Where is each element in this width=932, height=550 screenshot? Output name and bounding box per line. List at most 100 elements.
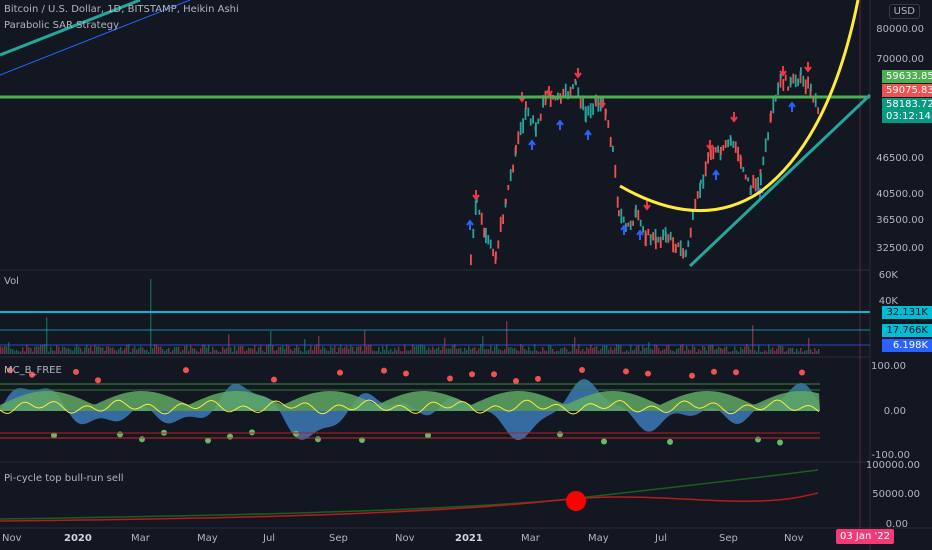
volume-bar (68, 347, 70, 354)
volume-bar (170, 351, 172, 354)
volume-bar (264, 351, 266, 354)
volume-bar (310, 345, 312, 354)
symbol-title[interactable]: Bitcoin / U.S. Dollar, 1D, BITSTAMP, Hei… (4, 4, 239, 15)
volume-bar (128, 344, 130, 354)
volume-bar (772, 347, 774, 354)
volume-bar (286, 344, 288, 354)
candle (585, 106, 587, 123)
candle (529, 118, 532, 126)
volume-bar (38, 346, 40, 354)
candle (572, 84, 574, 89)
volume-bar (276, 349, 278, 354)
volume-bar (284, 348, 286, 354)
volume-bar (352, 346, 354, 354)
time-tick: Mar (131, 533, 150, 544)
candle (790, 77, 792, 85)
sar-sell-arrow[interactable] (545, 86, 553, 97)
price-pane[interactable] (466, 62, 819, 266)
volume-bar (446, 348, 448, 354)
candle (714, 147, 717, 153)
parabolic-curve[interactable] (619, 0, 860, 213)
volume-bar (628, 351, 630, 354)
volume-bar (80, 348, 82, 354)
sar-sell-arrow[interactable] (706, 140, 714, 151)
volume-bar (336, 352, 338, 354)
volume-bar (78, 346, 80, 354)
volume-bar (512, 348, 514, 354)
volume-bar (282, 345, 284, 354)
volume-bar (426, 350, 428, 354)
sar-buy-arrow[interactable] (466, 219, 474, 230)
volume-bar (440, 349, 442, 354)
volume-pane[interactable] (0, 279, 820, 354)
volume-bar (406, 350, 408, 354)
volume-bar (12, 349, 14, 354)
picycle-tick: 0.00 (885, 519, 908, 530)
old-trend-line-blue[interactable] (0, 0, 191, 76)
pi-cycle-red-ma[interactable] (0, 492, 819, 522)
sar-sell-arrow[interactable] (730, 112, 738, 123)
volume-bar (372, 350, 374, 354)
oscillator-title[interactable]: MC_B_FREE (4, 365, 62, 376)
candle (770, 110, 772, 121)
volume-bar (164, 351, 166, 354)
sar-sell-arrow[interactable] (574, 68, 582, 79)
volume-bar (116, 351, 118, 354)
volume-bar (88, 347, 90, 354)
volume-bar (568, 351, 570, 354)
volume-bar (726, 346, 728, 354)
volume-bar (724, 347, 726, 354)
strategy-title[interactable]: Parabolic SAR Strategy (4, 20, 119, 31)
currency-button[interactable]: USD (888, 4, 920, 19)
volume-bar (100, 347, 102, 354)
candle (485, 227, 487, 244)
sar-sell-arrow[interactable] (472, 190, 480, 201)
volume-level-tag: 6.198K (882, 339, 932, 352)
oscillator-pane[interactable] (0, 367, 820, 446)
volume-bar (206, 347, 208, 354)
volume-bar (160, 346, 162, 354)
volume-bar (746, 344, 748, 354)
sar-sell-arrow[interactable] (804, 62, 812, 73)
candle (760, 172, 762, 186)
volume-bar (674, 351, 676, 354)
candle (592, 103, 594, 115)
volume-bar (462, 351, 464, 354)
volume-bar (274, 350, 276, 354)
volume-bar (476, 350, 478, 354)
sar-buy-arrow[interactable] (556, 119, 564, 130)
sar-buy-arrow[interactable] (528, 139, 536, 150)
old-trend-line-teal[interactable] (0, 0, 141, 57)
sar-sell-arrow[interactable] (598, 98, 606, 109)
volume-bar (800, 348, 802, 354)
sar-sell-arrow[interactable] (779, 66, 787, 77)
volume-bar (664, 349, 666, 354)
volume-bar (212, 346, 214, 354)
osc-dot (139, 436, 145, 443)
sar-buy-arrow[interactable] (584, 129, 592, 140)
volume-tick: 40K (878, 296, 898, 307)
volume-title[interactable]: Vol (4, 276, 19, 287)
volume-bar (518, 351, 520, 354)
pi-cycle-green-ma[interactable] (0, 469, 819, 520)
volume-bar (0, 346, 2, 354)
sar-buy-arrow[interactable] (712, 169, 720, 180)
sar-buy-arrow[interactable] (620, 224, 628, 235)
volume-bar (816, 351, 818, 354)
uptrend-line[interactable] (688, 93, 872, 268)
pi-cycle-sell-signal[interactable] (566, 491, 586, 511)
volume-bar (328, 351, 330, 354)
volume-bar (728, 351, 730, 354)
volume-bar (204, 345, 206, 354)
sar-sell-arrow[interactable] (643, 200, 651, 211)
candle (817, 107, 819, 114)
candle (657, 236, 660, 243)
price-tick: 80000.00 (876, 24, 924, 35)
sar-buy-arrow[interactable] (636, 229, 644, 240)
time-tick: 2021 (455, 533, 483, 544)
volume-bar (620, 345, 622, 354)
candle (802, 75, 805, 87)
sar-buy-arrow[interactable] (788, 101, 796, 112)
picycle-title[interactable]: Pi-cycle top bull-run sell (4, 473, 124, 484)
